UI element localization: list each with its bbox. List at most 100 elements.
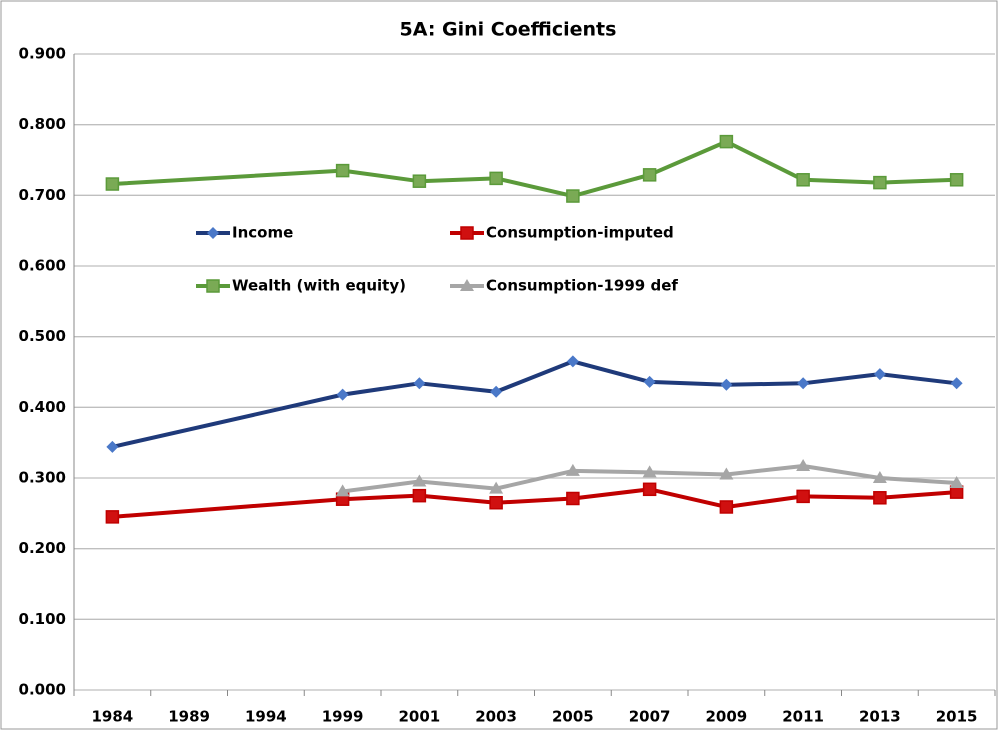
series-segment [877,177,959,185]
series-segment [724,463,806,477]
legend-label: Income [232,224,293,242]
y-tick-label: 0.000 [19,681,66,699]
point-marker [719,467,734,480]
point-marker [720,378,733,391]
legend-marker [207,227,219,239]
point-marker [106,440,119,453]
point-marker [796,458,811,471]
series-segment [494,176,575,199]
legend-marker [206,279,220,293]
x-tick-label: 2001 [399,708,441,726]
point-marker [489,495,503,510]
x-tick-label: 1989 [168,708,210,726]
y-tick-label: 0.400 [19,398,66,416]
series-segment [647,487,729,509]
series-segment [647,470,729,477]
point-marker [412,174,427,188]
y-tick-label: 0.200 [19,539,66,557]
y-tick-label: 0.100 [19,610,66,628]
series-segment [417,493,499,505]
point-marker [796,489,810,504]
series-segment [570,468,652,475]
point-marker [489,481,504,494]
point-marker [873,175,887,190]
series-segment [340,493,422,502]
legend-marker [460,279,474,291]
series-segment [724,139,806,182]
series-segment [110,168,345,187]
series-segment [647,139,729,177]
series-segment [801,372,882,386]
point-marker [335,163,350,178]
legend-label: Consumption-1999 def [486,277,678,295]
y-tick-label: 0.700 [19,186,66,204]
x-tick-label: 2003 [475,708,517,726]
point-marker [873,491,887,505]
x-tick-label: 2007 [629,708,671,726]
x-tick-label: 2005 [552,708,594,726]
y-tick-label: 0.600 [19,257,66,275]
point-marker [490,385,503,398]
series-segment [570,359,652,384]
point-marker [565,463,580,476]
x-tick-label: 2013 [859,708,901,726]
x-tick-label: 1994 [245,708,287,726]
legend-label: Consumption-imputed [486,224,674,242]
legend-label: Wealth (with equity) [232,277,406,295]
x-tick-label: 1984 [92,708,134,726]
point-marker [719,134,734,149]
point-marker [642,465,657,478]
point-marker [489,171,503,186]
series-segment [110,497,345,519]
point-marker [872,471,887,483]
point-marker [105,177,120,191]
series-segment [340,381,422,397]
series-segment [417,176,499,184]
point-marker [105,510,120,524]
x-tick-label: 1999 [322,708,364,726]
point-marker [949,475,964,488]
series-segment [877,476,959,485]
series-segment [417,381,499,394]
point-marker [413,377,426,390]
point-marker [412,474,427,487]
point-marker [566,189,580,203]
series-segment [570,172,652,199]
series-segment [340,479,422,494]
x-tick-label: 2011 [782,708,824,726]
point-marker [950,377,963,390]
series-segment [417,479,499,491]
series-segment [724,494,806,509]
legend-marker [460,226,474,240]
y-tick-label: 0.900 [19,45,66,63]
chart-title: 5A: Gini Coefficients [400,19,617,41]
y-tick-label: 0.800 [19,115,66,133]
point-marker [642,168,657,182]
point-marker [796,173,810,187]
point-marker [335,484,350,497]
series-segment [801,463,882,480]
point-marker [566,355,579,368]
point-marker [566,491,580,506]
point-marker [642,482,657,497]
point-marker [336,388,349,401]
series-segment [877,490,959,500]
series-segment [724,381,806,387]
series-segment [340,168,422,184]
y-tick-label: 0.500 [19,327,66,345]
series-segment [110,392,345,449]
series-segment [801,494,882,500]
y-tick-label: 0.300 [19,469,66,487]
series-segment [647,379,729,387]
point-marker [949,173,964,187]
x-tick-label: 2009 [706,708,748,726]
point-marker [873,368,886,381]
series-segment [570,487,652,501]
point-marker [719,500,734,514]
x-tick-label: 2015 [936,708,978,726]
series-segment [494,496,575,505]
point-marker [412,488,427,503]
series-segment [801,177,882,185]
